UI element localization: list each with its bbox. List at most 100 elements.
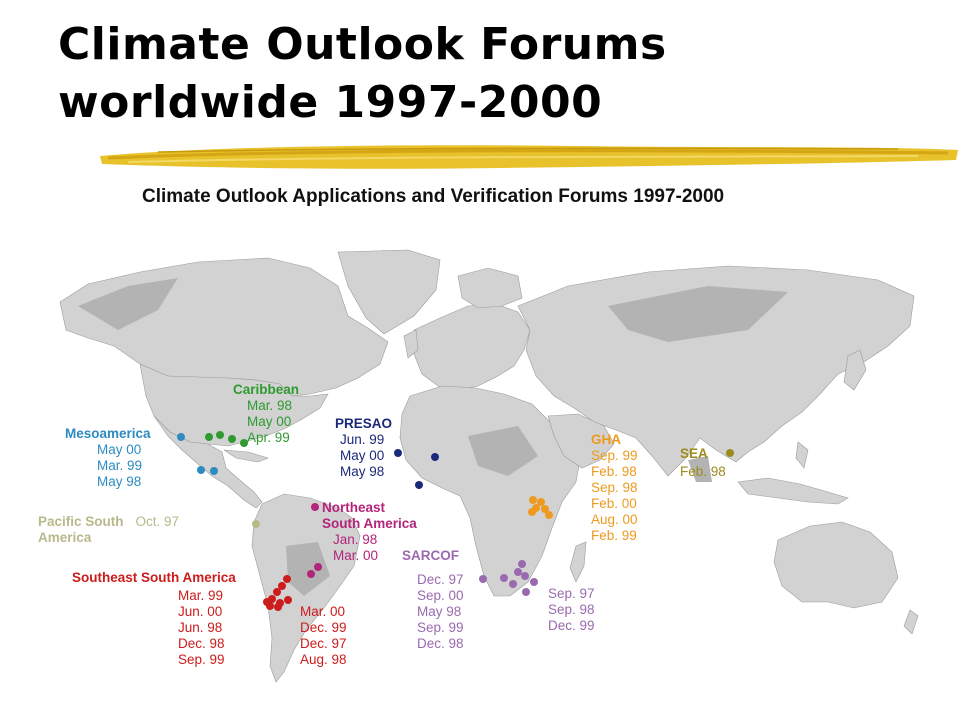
gha-date: Aug. 00 — [591, 512, 638, 527]
label-caribbean: Caribbean Mar. 98 May 00 Apr. 99 — [233, 382, 299, 446]
caribbean-date: Mar. 98 — [247, 398, 293, 413]
sarcof-name: SARCOF — [402, 548, 459, 563]
world-map: Caribbean Mar. 98 May 00 Apr. 99 Mesoame… — [38, 246, 920, 684]
mesoamerica-name: Mesoamerica — [65, 426, 151, 441]
marker-southeast-south-america — [284, 596, 292, 604]
marker-sarcof — [522, 588, 530, 596]
sarcof-date: Sep. 97 — [548, 586, 595, 601]
gha-date: Feb. 00 — [591, 496, 637, 511]
sarcof-date: Sep. 00 — [417, 588, 464, 603]
marker-southeast-south-america — [278, 582, 286, 590]
arabian-peninsula — [547, 413, 615, 469]
gha-date: Feb. 98 — [591, 464, 637, 479]
marker-sarcof — [500, 574, 508, 582]
gha-date: Feb. 99 — [591, 528, 637, 543]
label-sea: SEA Feb. 98 — [680, 446, 726, 480]
sesa-dates-left: Mar. 99 Jun. 00 Jun. 98 Dec. 98 Sep. 99 — [178, 588, 225, 668]
marker-southeast-south-america — [273, 588, 281, 596]
marker-gha — [541, 505, 549, 513]
sesa-date: Dec. 99 — [300, 620, 347, 635]
gha-name: GHA — [591, 432, 621, 447]
asia — [517, 265, 915, 477]
sesa-dates-right: Mar. 00 Dec. 99 Dec. 97 Aug. 98 — [300, 604, 347, 668]
marker-mesoamerica — [210, 467, 218, 475]
indonesia — [737, 477, 849, 505]
world-map-graphic — [59, 249, 919, 683]
sarcof-date: May 98 — [417, 604, 462, 619]
pacific-date: Oct. 97 — [135, 514, 180, 529]
forum-markers — [177, 431, 734, 611]
caribbean-date: Apr. 99 — [247, 430, 290, 445]
british-isles — [403, 329, 419, 359]
presao-date: Jun. 99 — [340, 432, 385, 447]
marker-sea — [726, 449, 734, 457]
sesa-date: Jun. 00 — [178, 604, 223, 619]
madagascar — [569, 541, 587, 583]
africa — [399, 385, 581, 597]
presao-name: PRESAO — [335, 416, 393, 431]
marker-presao — [394, 449, 402, 457]
sarcof-date: Sep. 99 — [417, 620, 464, 635]
marker-sarcof — [509, 580, 517, 588]
australia — [773, 521, 899, 609]
gha-date: Sep. 99 — [591, 448, 638, 463]
japan — [843, 349, 867, 391]
marker-sarcof — [518, 560, 526, 568]
presao-date: May 98 — [340, 464, 385, 479]
label-pacific-south-america: Pacific South Oct. 97 America — [38, 514, 179, 546]
marker-sarcof — [530, 578, 538, 586]
mesoamerica-date: May 00 — [97, 442, 142, 457]
label-presao: PRESAO Jun. 99 May 00 May 98 — [335, 416, 392, 480]
sarcof-date: Dec. 98 — [417, 636, 464, 651]
sesa-date: Dec. 97 — [300, 636, 347, 651]
sesa-date: Mar. 99 — [178, 588, 224, 603]
marker-gha — [537, 498, 545, 506]
label-gha: GHA Sep. 99 Feb. 98 Sep. 98 Feb. 00 Aug.… — [591, 432, 638, 544]
philippines — [795, 441, 809, 469]
marker-mesoamerica — [197, 466, 205, 474]
caribbean-date: May 00 — [247, 414, 292, 429]
caribbean-name: Caribbean — [233, 382, 300, 397]
sarcof-dates-right: Sep. 97 Sep. 98 Dec. 99 — [548, 586, 595, 634]
pacific-name-line2: America — [38, 530, 92, 545]
sarcof-date: Sep. 98 — [548, 602, 595, 617]
sea-name: SEA — [680, 446, 708, 461]
marker-southeast-south-america — [283, 575, 291, 583]
marker-northeast-south-america — [311, 503, 319, 511]
caribbean-islands — [223, 449, 269, 463]
sea-date: Feb. 98 — [680, 464, 726, 479]
marker-caribbean — [205, 433, 213, 441]
marker-northeast-south-america — [307, 570, 315, 578]
sesa-date: Mar. 00 — [300, 604, 346, 619]
presao-date: May 00 — [340, 448, 385, 463]
map-title: Climate Outlook Applications and Verific… — [142, 186, 725, 207]
sesa-name: Southeast South America — [72, 570, 236, 585]
gha-date: Sep. 98 — [591, 480, 638, 495]
marker-presao — [431, 453, 439, 461]
marker-sarcof — [514, 568, 522, 576]
new-zealand — [903, 609, 919, 635]
marker-mesoamerica — [177, 433, 185, 441]
label-sarcof: SARCOF — [402, 548, 459, 564]
sesa-date: Dec. 98 — [178, 636, 225, 651]
nesa-date: Jan. 98 — [333, 532, 378, 547]
marker-pacific-south-america — [252, 520, 260, 528]
marker-gha — [528, 508, 536, 516]
label-southeast-south-america: Southeast South America — [72, 570, 236, 586]
marker-gha — [545, 511, 553, 519]
marker-northeast-south-america — [314, 563, 322, 571]
sarcof-dates-left: Dec. 97 Sep. 00 May 98 Sep. 99 Dec. 98 — [417, 572, 464, 652]
marker-sarcof — [479, 575, 487, 583]
marker-southeast-south-america — [274, 603, 282, 611]
marker-southeast-south-america — [266, 602, 274, 610]
label-northeast-south-america: Northeast South America Jan. 98 Mar. 00 — [322, 500, 417, 564]
marker-sarcof — [521, 572, 529, 580]
nesa-date: Mar. 00 — [333, 548, 379, 563]
sesa-date: Jun. 98 — [178, 620, 223, 635]
marker-presao — [415, 481, 423, 489]
nesa-name-line2: South America — [322, 516, 417, 531]
marker-caribbean — [228, 435, 236, 443]
marker-caribbean — [216, 431, 224, 439]
shaded-regions — [78, 278, 788, 596]
title-underline-brushstroke — [100, 145, 958, 169]
